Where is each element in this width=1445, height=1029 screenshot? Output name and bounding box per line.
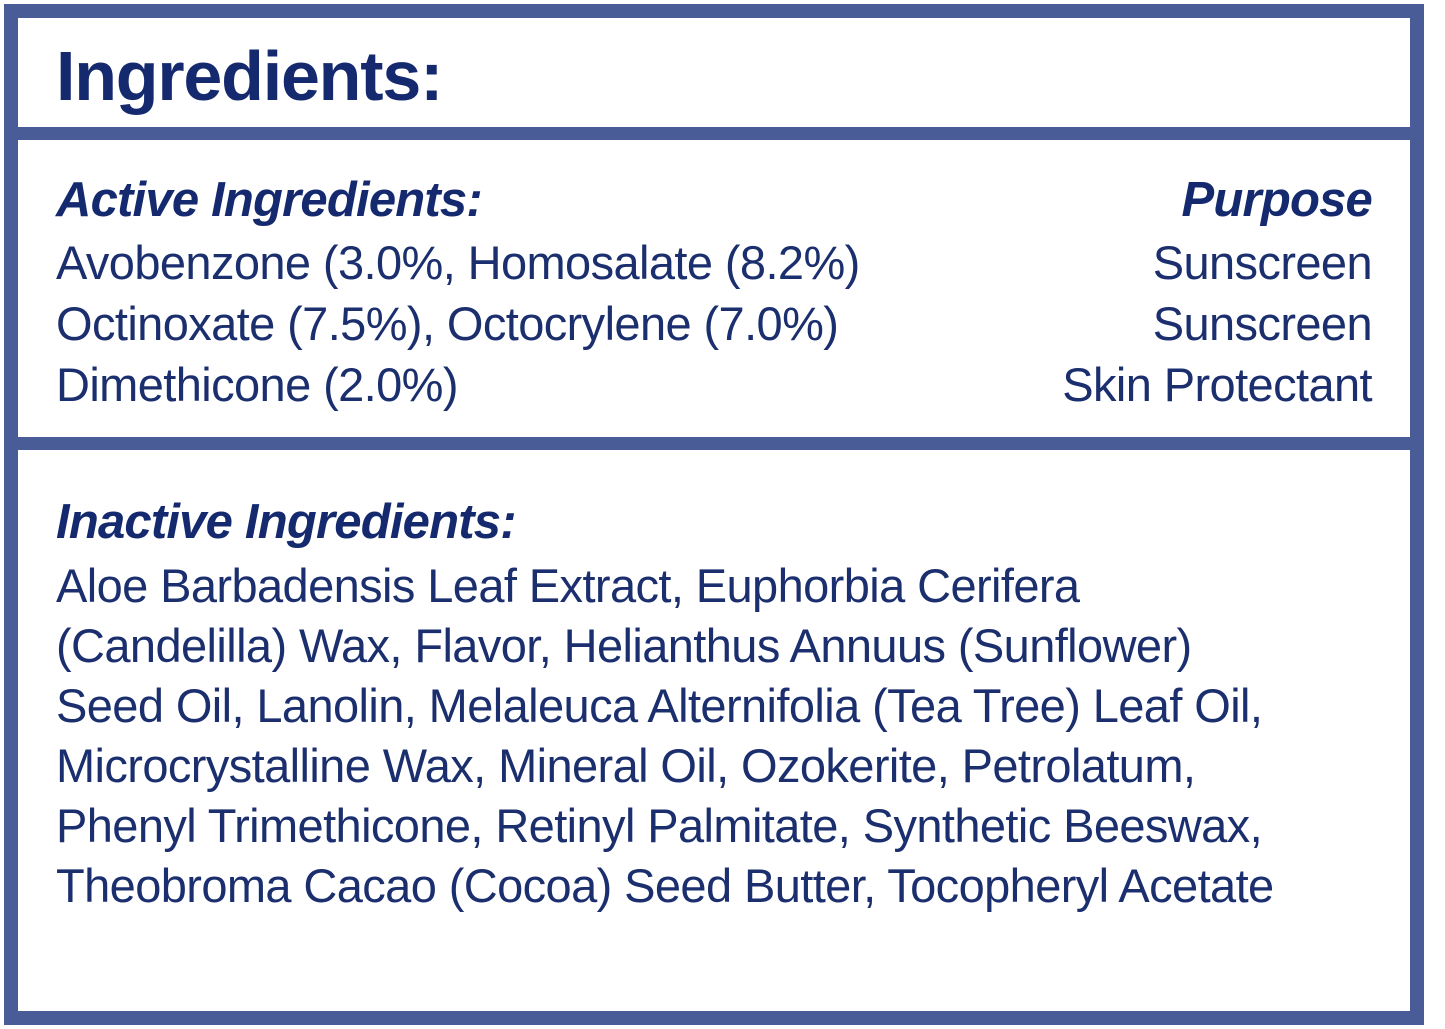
purpose-heading: Purpose — [1181, 173, 1373, 227]
active-ingredients-column: Active Ingredients: Avobenzone (3.0%, Ho… — [56, 168, 956, 415]
purpose-column: Purpose Sunscreen Sunscreen Skin Protect… — [892, 168, 1373, 415]
inactive-ingredients-column: Inactive Ingredients: Aloe Barbadensis L… — [56, 490, 1376, 916]
page-title: Ingredients: — [56, 37, 443, 115]
inactive-ingredients-line: Theobroma Cacao (Cocoa) Seed Butter, Toc… — [56, 859, 1274, 912]
active-ingredients-row: Active Ingredients: Avobenzone (3.0%, Ho… — [18, 140, 1410, 450]
active-ingredients-heading: Active Ingredients: — [56, 173, 483, 227]
inactive-ingredients-heading: Inactive Ingredients: — [56, 495, 517, 549]
purpose-value: Skin Protectant — [1062, 358, 1372, 411]
inactive-ingredients-line: Microcrystalline Wax, Mineral Oil, Ozoke… — [56, 739, 1196, 792]
active-ingredient-name: Octinoxate (7.5%), Octocrylene (7.0%) — [56, 297, 839, 350]
title-row: Ingredients: — [18, 18, 1410, 140]
inactive-ingredients-line: Phenyl Trimethicone, Retinyl Palmitate, … — [56, 799, 1263, 852]
inactive-ingredients-line: Aloe Barbadensis Leaf Extract, Euphorbia… — [56, 559, 1080, 612]
purpose-value: Sunscreen — [1152, 297, 1373, 350]
inactive-ingredients-line: Seed Oil, Lanolin, Melaleuca Alternifoli… — [56, 679, 1263, 732]
active-ingredient-name: Avobenzone (3.0%, Homosalate (8.2%) — [56, 236, 860, 289]
inactive-ingredients-line: (Candelilla) Wax, Flavor, Helianthus Ann… — [56, 619, 1192, 672]
inactive-ingredients-row: Inactive Ingredients: Aloe Barbadensis L… — [18, 450, 1410, 1011]
active-ingredient-name: Dimethicone (2.0%) — [56, 358, 459, 411]
purpose-value: Sunscreen — [1152, 236, 1373, 289]
ingredients-label-panel: Ingredients: Active Ingredients: Avobenz… — [4, 4, 1424, 1025]
